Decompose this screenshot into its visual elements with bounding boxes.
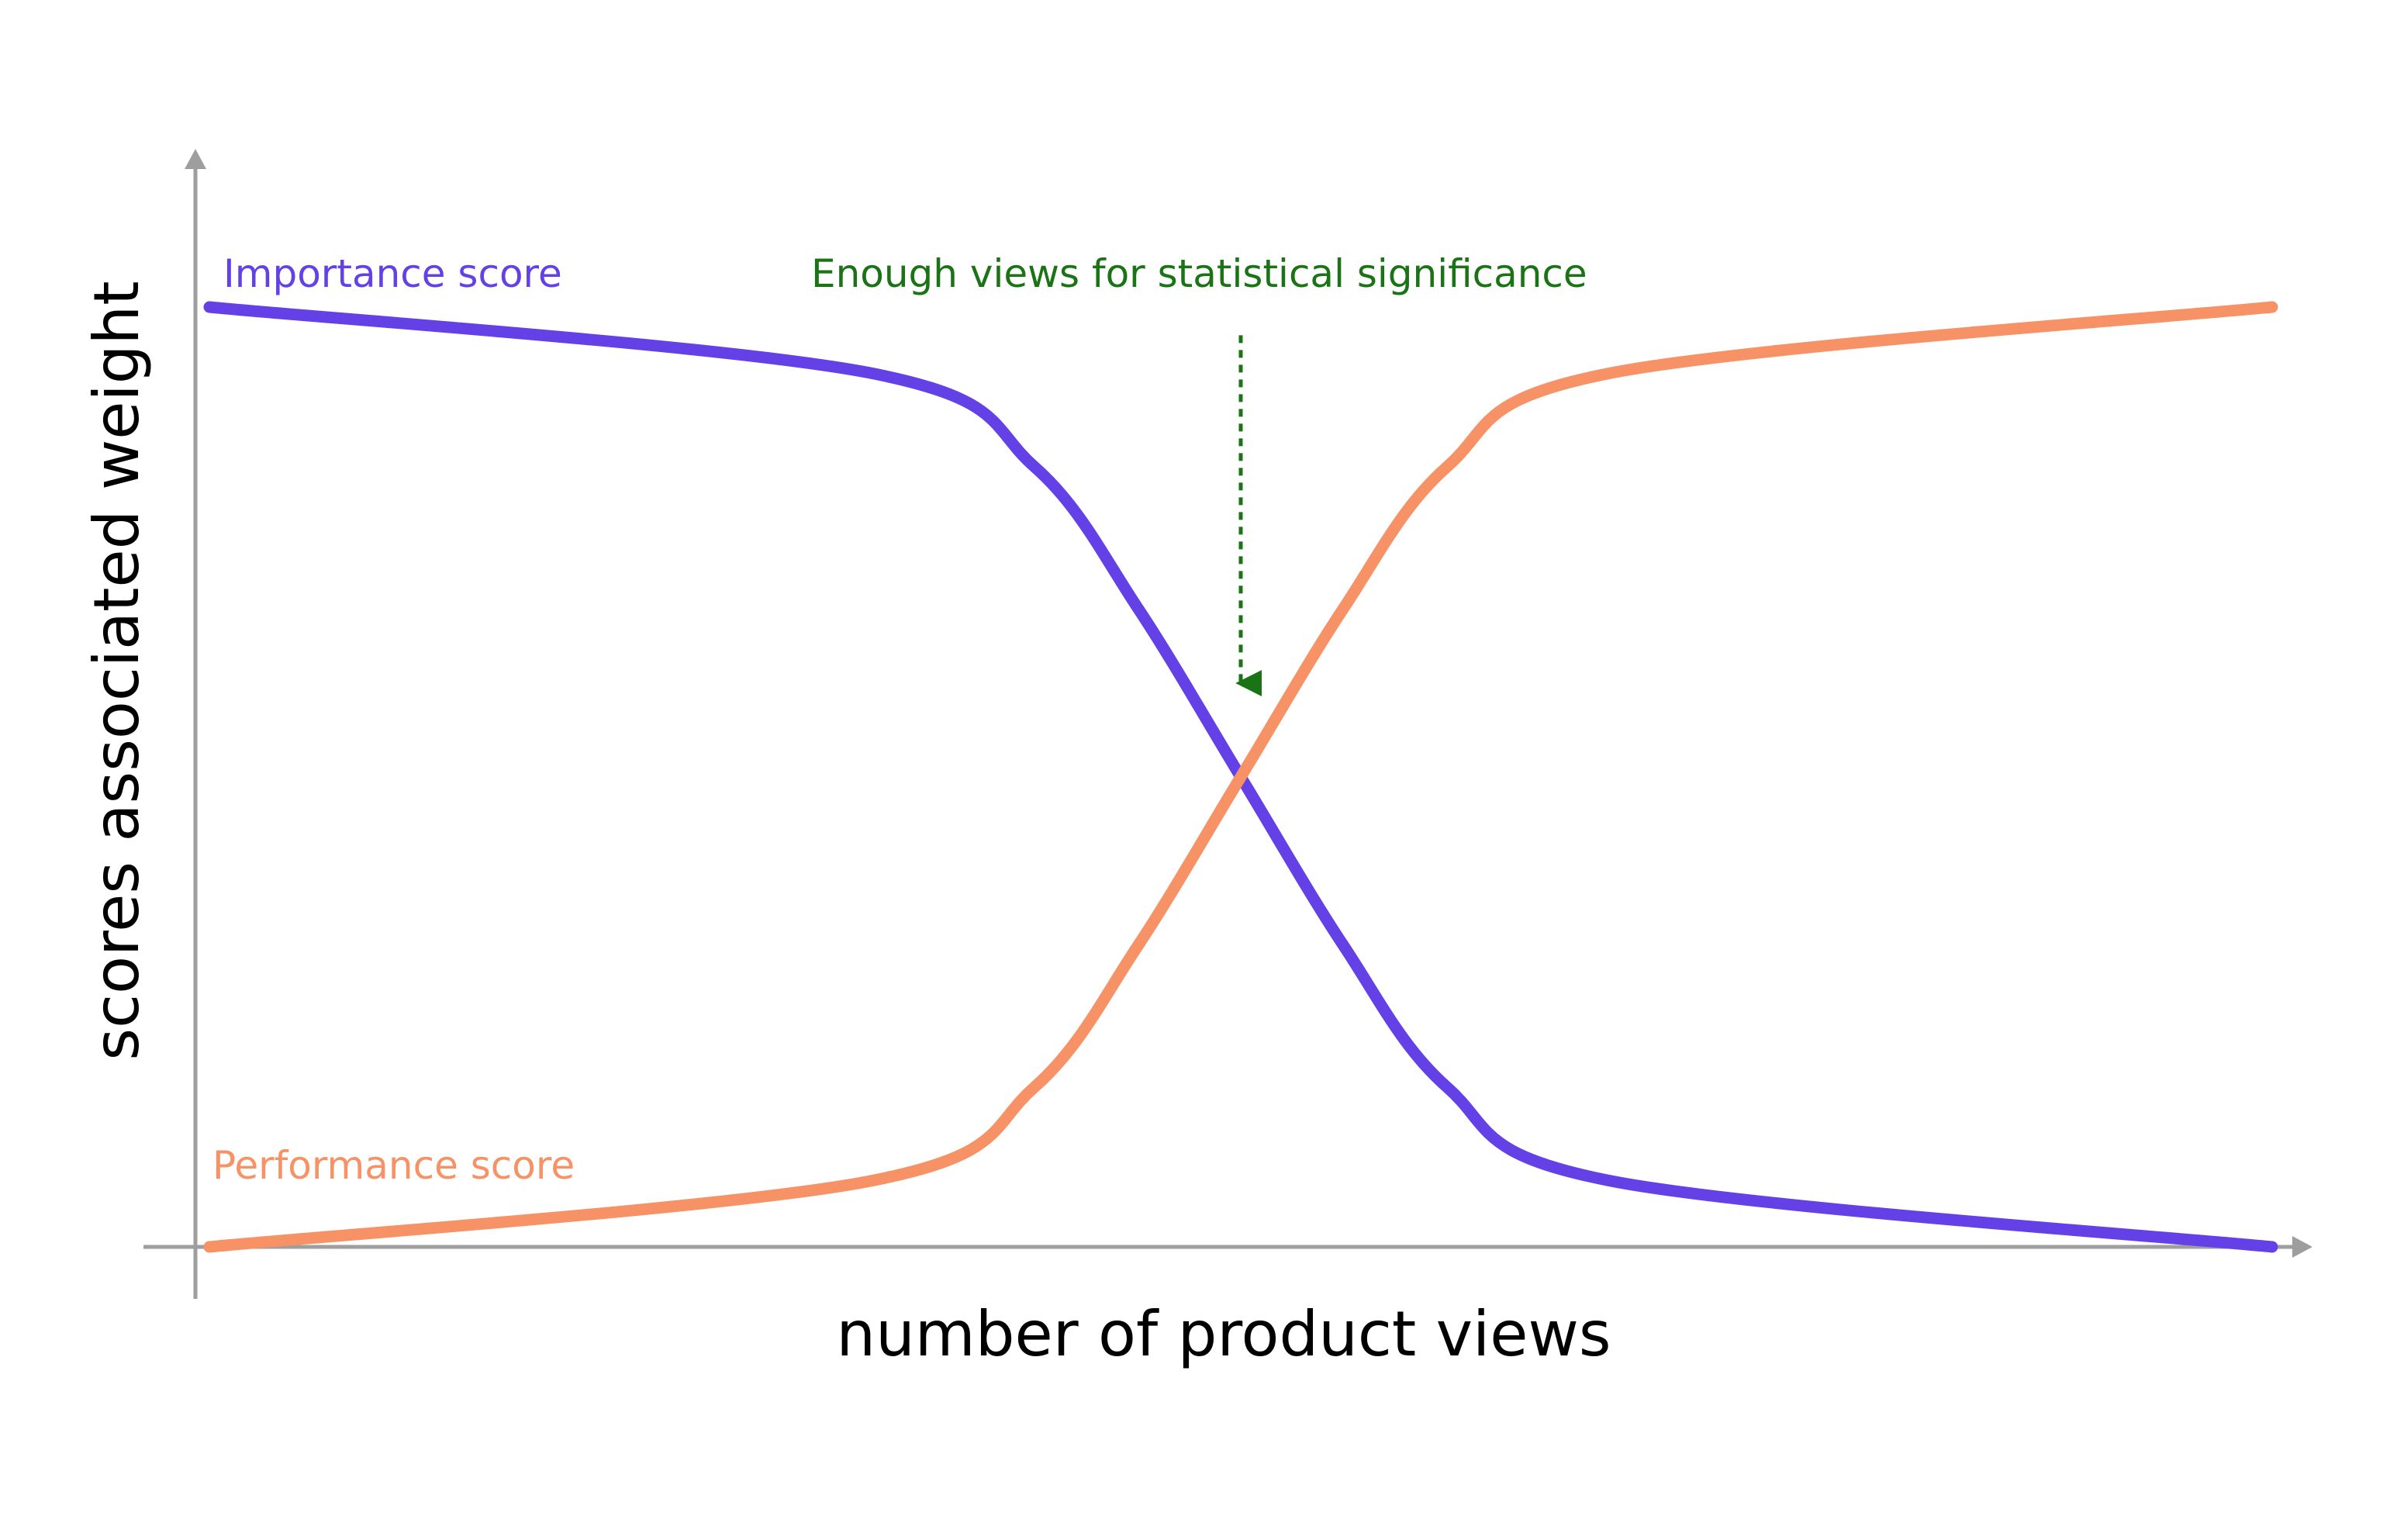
x-axis-arrowhead xyxy=(2292,1236,2312,1258)
annotation-text: Enough views for statistical significanc… xyxy=(811,251,1587,296)
series-line-performance xyxy=(203,301,2278,1253)
y-axis-arrowhead xyxy=(185,149,206,169)
x-axis-title: number of product views xyxy=(836,1298,1611,1370)
series-label-performance: Performance score xyxy=(212,1143,575,1188)
series-label-importance: Importance score xyxy=(223,251,562,296)
y-axis-title: scores associated weight xyxy=(81,281,153,1060)
